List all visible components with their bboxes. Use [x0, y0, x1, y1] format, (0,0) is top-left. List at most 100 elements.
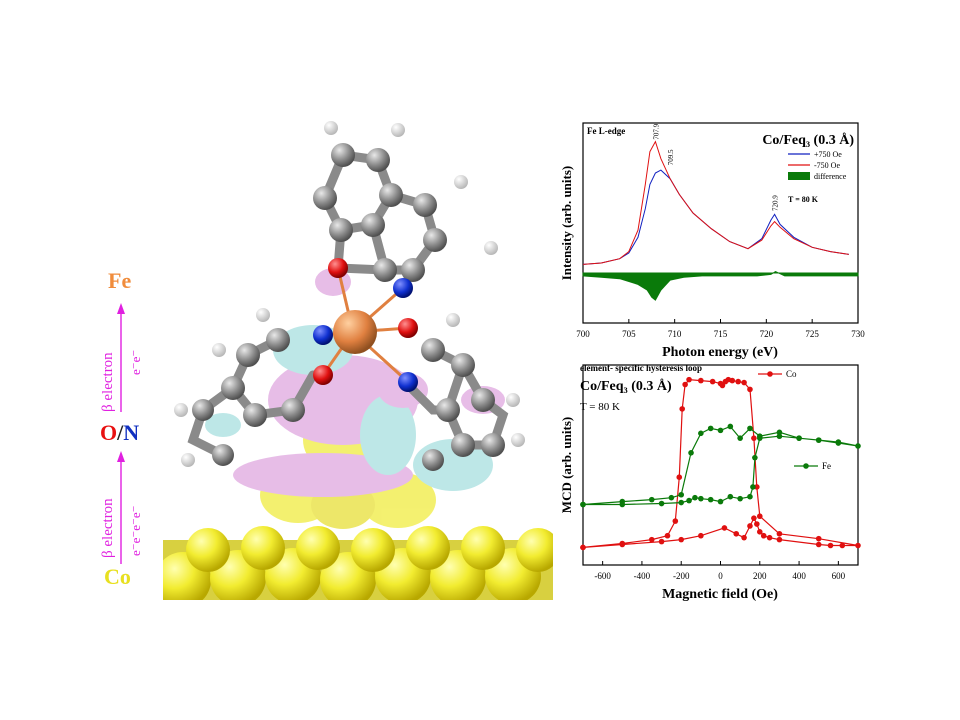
- data-point-co: [756, 529, 763, 535]
- data-point-fe: [580, 501, 586, 508]
- hysteresis-chart: -600 -400 -200 0 200 400 600 element- specific…: [559, 363, 861, 602]
- data-point-co: [664, 532, 671, 539]
- data-point-co: [678, 536, 685, 543]
- y-axis-label: Intensity (arb. units): [559, 166, 574, 281]
- data-point-co: [815, 535, 822, 542]
- xas-chart: 700 705 710 715 720 725 730 707.9 709.5 720.9 Fe…: [559, 122, 865, 360]
- data-point-fe: [678, 499, 685, 506]
- data-point-co: [721, 525, 728, 531]
- data-point-co: [698, 532, 704, 539]
- lower-beta-arrow: β electron e⁻e⁻e⁻e⁻: [100, 451, 143, 564]
- peak-label: 720.9: [772, 195, 780, 211]
- carbon-atoms: [192, 143, 505, 471]
- series-group: [582, 140, 859, 301]
- data-point-co: [672, 518, 679, 524]
- data-point-co: [686, 376, 692, 383]
- data-point-fe: [756, 435, 763, 441]
- legend-swatch: [788, 172, 810, 180]
- plot-frame: [582, 122, 859, 324]
- molecule-render: [163, 121, 553, 600]
- chart-title: Co/Feq₃ (0.3 Å): [762, 132, 854, 148]
- data-point-fe: [776, 429, 783, 436]
- x-tick-label: -200: [673, 571, 690, 581]
- data-point-fe: [698, 430, 704, 437]
- data-point-fe: [796, 435, 802, 441]
- data-point-fe: [747, 425, 753, 432]
- y-axis-label: MCD (arb. units): [559, 417, 574, 513]
- data-point-co: [709, 378, 716, 385]
- data-point-co: [741, 379, 747, 386]
- x-tick-label: 730: [851, 329, 865, 339]
- data-point-fe: [835, 439, 842, 445]
- data-point-co: [735, 378, 741, 385]
- legend-marker: [803, 463, 809, 469]
- data-point-fe: [698, 495, 704, 502]
- data-point-fe: [692, 494, 698, 501]
- data-point-co: [776, 536, 783, 543]
- upper-e-text: e⁻e⁻: [128, 350, 143, 375]
- data-point-fe: [752, 454, 758, 461]
- n-label: N: [123, 420, 140, 445]
- data-point-co: [747, 523, 753, 529]
- data-point-fe: [815, 437, 822, 443]
- x-tick-label: -400: [634, 571, 651, 581]
- data-point-fe: [688, 450, 694, 456]
- x-tick-label: -600: [594, 571, 611, 581]
- x-tick-label: 400: [792, 571, 806, 581]
- legend-label: Co: [786, 369, 797, 379]
- legend: Co Fe: [758, 369, 831, 471]
- data-point-fe: [717, 498, 724, 505]
- data-point-co: [756, 513, 763, 520]
- data-point-co: [619, 541, 626, 548]
- iron-atom: [333, 310, 377, 354]
- data-point-fe: [727, 493, 734, 500]
- o-n-label: O/N: [100, 420, 139, 446]
- temperature-label: T = 80 K: [788, 195, 819, 204]
- x-tick-label: 600: [832, 571, 846, 581]
- legend-label: +750 Oe: [814, 150, 842, 159]
- data-point-co: [580, 544, 586, 551]
- data-point-co: [682, 381, 688, 388]
- data-point-co: [679, 406, 685, 412]
- data-point-fe: [707, 496, 714, 503]
- data-point-co: [719, 382, 726, 389]
- data-point-fe: [678, 491, 685, 498]
- data-point-co: [676, 474, 683, 480]
- co-substrate: [163, 526, 553, 600]
- data-point-fe: [727, 423, 734, 430]
- data-point-co: [729, 377, 736, 384]
- data-point-co: [827, 542, 834, 549]
- data-point-co: [751, 515, 757, 521]
- data-point-co: [751, 435, 757, 441]
- legend: +750 Oe -750 Oe difference: [788, 150, 847, 181]
- x-tick-label: 700: [576, 329, 590, 339]
- data-point-co: [855, 542, 861, 549]
- data-point-co: [815, 541, 822, 548]
- charge-density-lobes: [205, 268, 505, 529]
- x-tick-label: 715: [714, 329, 728, 339]
- data-point-fe: [776, 433, 783, 440]
- data-point-fe: [658, 500, 665, 507]
- data-point-co: [741, 534, 747, 541]
- data-point-fe: [747, 493, 753, 500]
- x-tick-label: 720: [760, 329, 774, 339]
- nitrogen-atoms: [313, 278, 418, 392]
- x-ticks: 700 705 710 715 720 725 730: [576, 319, 865, 339]
- x-axis-label: Photon energy (eV): [662, 345, 778, 360]
- x-tick-label: 0: [718, 571, 723, 581]
- data-point-co: [754, 521, 760, 527]
- fe-label: Fe: [108, 268, 132, 293]
- data-point-co: [766, 534, 773, 541]
- x-axis-label: Magnetic field (Oe): [662, 587, 778, 602]
- data-point-co: [839, 542, 846, 549]
- lower-e-text: e⁻e⁻e⁻e⁻: [128, 505, 143, 556]
- x-tick-label: 705: [622, 329, 636, 339]
- lower-beta-text: β electron: [100, 498, 116, 558]
- hydrogen-atoms: [174, 121, 525, 467]
- data-point-co: [733, 530, 740, 537]
- data-point-co: [747, 386, 753, 393]
- x-tick-label: 200: [753, 571, 767, 581]
- data-point-fe: [619, 501, 626, 508]
- legend-label: Fe: [822, 461, 831, 471]
- peak-label: 709.5: [667, 149, 675, 165]
